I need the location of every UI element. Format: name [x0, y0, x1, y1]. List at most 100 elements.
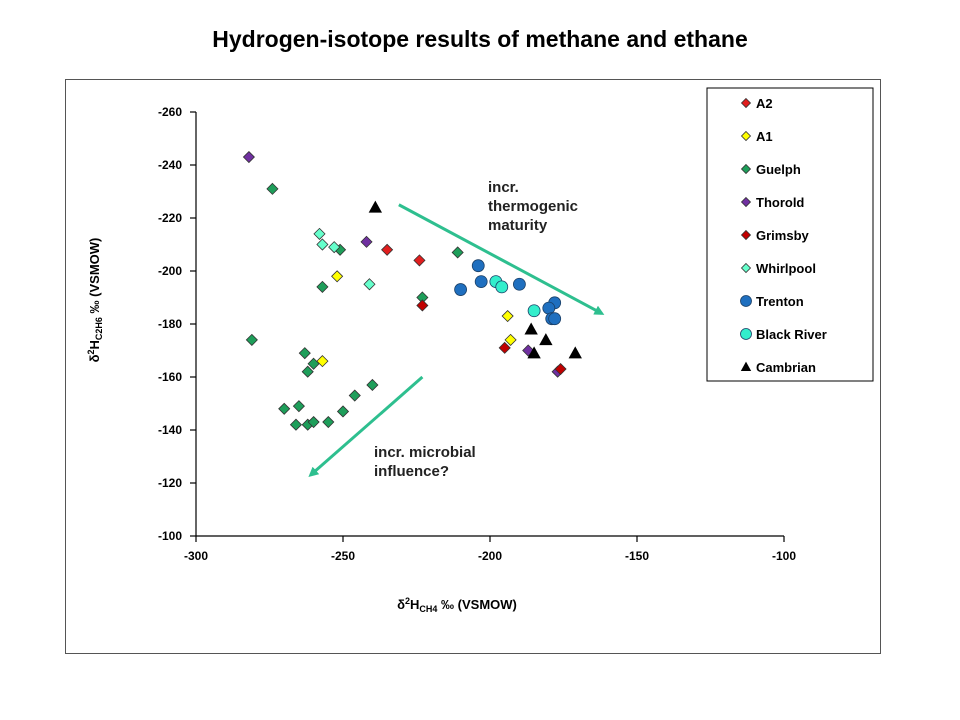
data-point [316, 280, 329, 293]
legend-label: Trenton [756, 294, 804, 309]
data-point [289, 418, 303, 431]
data-point [307, 415, 320, 429]
data-point [501, 309, 514, 323]
data-point [413, 254, 426, 267]
y-tick-label: -140 [158, 423, 182, 437]
data-point [527, 304, 541, 318]
axes: -300 -250 -200 -150 -100 -260 -240 -220 -200 -180… [86, 105, 796, 614]
legend-marker [740, 97, 752, 109]
data-point [474, 275, 488, 289]
series-whirlpool [313, 227, 376, 291]
legend-marker [740, 196, 752, 208]
legend-item: Guelph [740, 162, 801, 177]
data-point [568, 346, 582, 359]
data-point [278, 402, 291, 415]
legend-item: Black River [740, 327, 827, 342]
annotation-text: incr. microbial influence? [374, 444, 476, 480]
data-point [242, 150, 255, 164]
annotation-arrow [398, 203, 605, 315]
data-point [416, 299, 429, 312]
legend-marker [740, 130, 752, 142]
legend-marker [740, 262, 752, 274]
y-tick-label: -200 [158, 264, 182, 278]
x-tick-label: -200 [478, 549, 502, 563]
legend-marker [740, 163, 752, 175]
series-a2 [381, 243, 426, 267]
data-point [266, 182, 279, 195]
legend-item: Thorold [740, 195, 804, 210]
legend-item: A1 [740, 129, 773, 144]
legend-label: A1 [756, 129, 773, 144]
data-point [454, 283, 468, 296]
data-point [301, 365, 314, 378]
y-tick-label: -120 [158, 476, 182, 490]
x-axis-label: δ2HCH4 ‰ (VSMOW) [397, 596, 517, 614]
series-trenton [454, 259, 562, 326]
legend-item: Grimsby [740, 228, 810, 243]
series-black-river [489, 275, 541, 318]
legend-item: A2 [740, 96, 773, 111]
legend: A2 A1 Guelph Thorold Grimsby Whirlpool Trenton… [706, 87, 874, 382]
chart-title: Hydrogen-isotope results of methane and … [212, 26, 748, 52]
data-point [451, 246, 464, 259]
x-tick-label: -250 [331, 549, 355, 563]
y-tick-label: -160 [158, 370, 182, 384]
y-tick-label: -220 [158, 211, 182, 225]
data-point [336, 405, 350, 418]
data-point [471, 259, 485, 273]
legend-label: Grimsby [756, 228, 810, 243]
x-tick-label: -150 [625, 549, 649, 563]
data-point [542, 301, 556, 315]
data-point [495, 280, 509, 294]
annotation-arrow [308, 375, 424, 478]
annotation-text: incr. thermogenic maturity [488, 179, 578, 234]
legend-item: Whirlpool [740, 261, 816, 276]
data-point [554, 362, 567, 376]
data-point [504, 333, 517, 346]
y-axis-label: δ2HC2H6 ‰ (VSMOW) [86, 238, 104, 363]
y-tick-label: -260 [158, 105, 182, 119]
data-point [539, 333, 553, 346]
series-grimsby [416, 299, 567, 376]
legend-marker [740, 361, 752, 372]
legend-label: Guelph [756, 162, 801, 177]
legend-label: Black River [756, 327, 827, 342]
series-cambrian [368, 200, 582, 359]
legend-marker [740, 295, 752, 307]
x-tick-label: -300 [184, 549, 208, 563]
data-point [513, 277, 526, 291]
data-point [331, 270, 344, 283]
data-point [313, 227, 326, 240]
data-point [363, 278, 376, 291]
y-tick-label: -180 [158, 317, 182, 331]
y-tick-label: -100 [158, 529, 182, 543]
legend-item: Trenton [740, 294, 804, 309]
data-point [292, 400, 305, 413]
data-point [527, 346, 541, 359]
legend-label: Cambrian [756, 360, 816, 375]
legend-label: Whirlpool [756, 261, 816, 276]
y-tick-label: -240 [158, 158, 182, 172]
data-point [524, 322, 538, 335]
data-point [548, 312, 562, 326]
data-point [307, 357, 320, 370]
data-point [316, 355, 329, 368]
legend-marker [740, 328, 752, 340]
data-point [368, 200, 383, 213]
data-point [360, 235, 373, 248]
data-point [322, 415, 335, 429]
legend-label: A2 [756, 96, 773, 111]
data-point [366, 378, 379, 392]
series-a1 [316, 270, 517, 368]
x-tick-label: -100 [772, 549, 796, 563]
plot-area-frame [65, 79, 881, 654]
data-point [298, 347, 311, 360]
legend-item: Cambrian [740, 360, 816, 375]
data-points [242, 150, 582, 431]
data-point [348, 389, 361, 402]
data-point [316, 238, 329, 251]
data-point [498, 341, 511, 354]
legend-label: Thorold [756, 195, 804, 210]
legend-box [706, 87, 874, 382]
